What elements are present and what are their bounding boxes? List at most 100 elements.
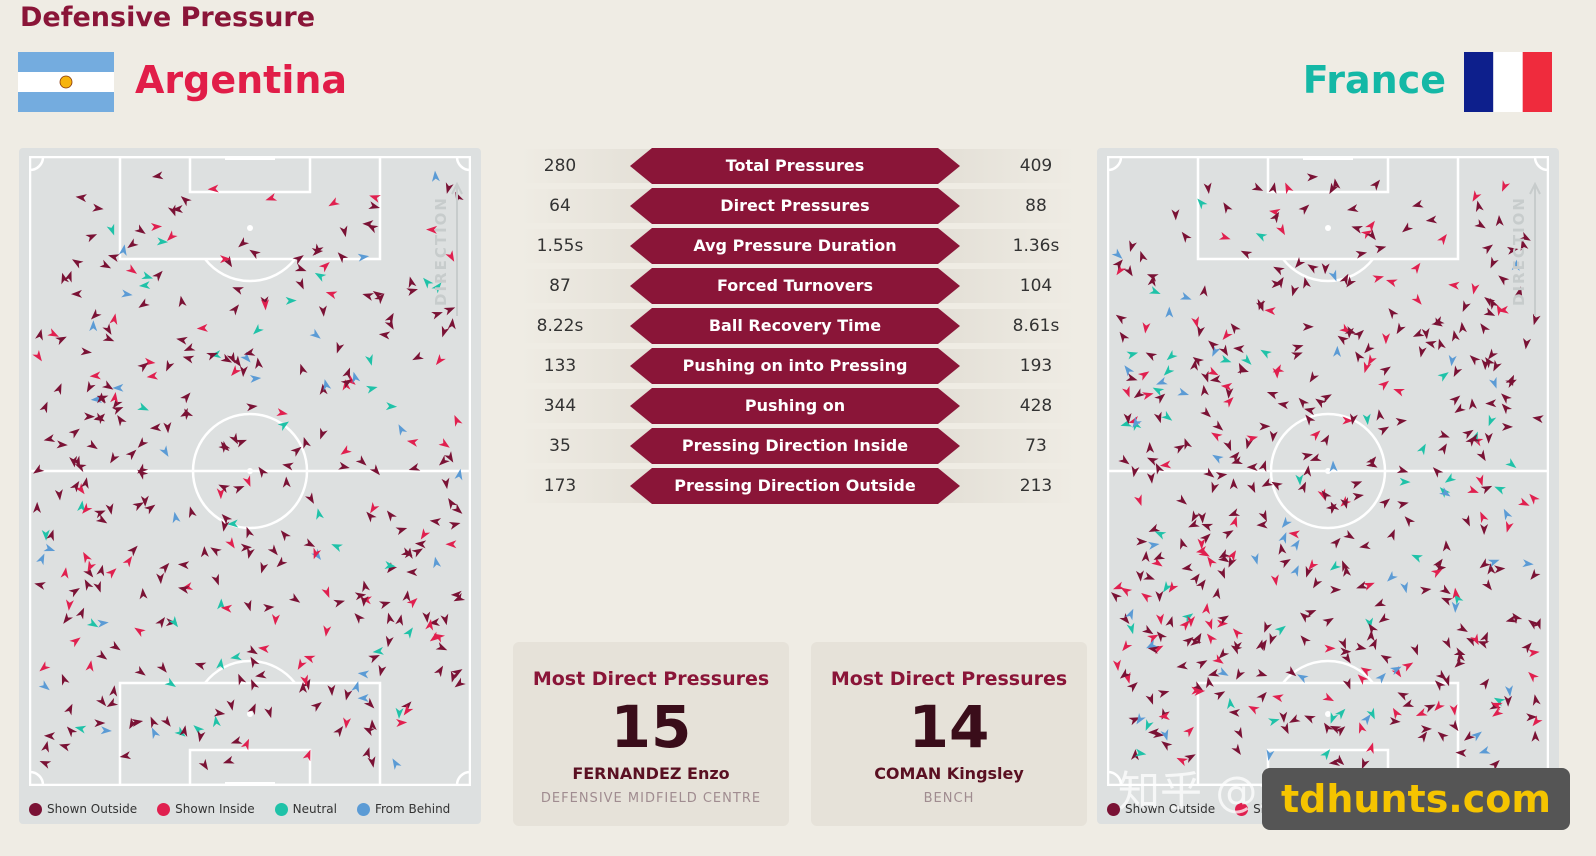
stat-value-france: 88 — [1025, 196, 1047, 216]
pressure-mark — [300, 674, 308, 687]
pressure-mark — [362, 747, 370, 759]
pressure-mark — [61, 673, 70, 686]
pressure-mark — [155, 616, 166, 629]
pressure-mark — [1439, 487, 1451, 497]
pressure-mark — [182, 355, 195, 364]
pressure-mark — [149, 423, 162, 432]
pressure-mark — [1323, 722, 1334, 734]
pressure-mark — [451, 503, 463, 514]
legend-item: Shown Inside — [157, 802, 255, 816]
pressure-mark — [1289, 714, 1301, 723]
pressure-mark — [1452, 587, 1461, 600]
pressure-mark — [320, 427, 328, 440]
pressure-mark — [213, 708, 226, 717]
pressure-mark — [1351, 226, 1364, 234]
pressure-mark — [1430, 569, 1443, 579]
pressure-mark — [64, 270, 72, 283]
pressure-mark — [41, 529, 50, 541]
pressure-mark — [1141, 550, 1150, 563]
pressure-mark — [1208, 340, 1219, 351]
pressure-mark — [445, 182, 454, 194]
pressure-mark — [1329, 725, 1342, 734]
pressure-mark — [1226, 550, 1237, 562]
pressure-mark — [220, 353, 233, 363]
pressure-mark — [1528, 619, 1540, 630]
legend-item: Neutral — [274, 802, 337, 816]
pressure-mark — [156, 572, 165, 585]
pressure-mark — [445, 250, 455, 262]
pressure-mark — [217, 598, 226, 610]
pressure-mark — [1376, 409, 1385, 421]
pressure-mark — [1122, 385, 1130, 398]
pressure-mark — [1432, 467, 1444, 478]
pressure-mark — [1147, 634, 1159, 644]
pressure-mark — [177, 561, 190, 570]
pressure-mark — [1480, 524, 1489, 535]
stat-row: 8.22s Ball Recovery Time 8.61s — [520, 308, 1076, 344]
pressure-mark — [132, 502, 144, 512]
pressure-mark — [101, 380, 114, 390]
pressure-mark — [1291, 284, 1300, 297]
pressure-mark — [1480, 485, 1493, 495]
argentina-flag — [18, 52, 114, 112]
pressure-mark — [1142, 624, 1154, 635]
pressure-mark — [1487, 563, 1496, 575]
pressure-mark — [166, 230, 178, 241]
pressure-mark — [47, 328, 59, 337]
pressure-mark — [368, 201, 380, 209]
pressure-mark — [1448, 719, 1459, 732]
pressure-mark — [1192, 356, 1204, 367]
pressure-mark — [288, 593, 301, 603]
pressure-mark — [1404, 516, 1416, 528]
pressure-mark — [406, 439, 419, 447]
pressure-mark — [125, 449, 137, 461]
pressure-mark — [303, 538, 316, 547]
pressure-mark — [1483, 307, 1496, 316]
pressure-mark — [1126, 351, 1139, 360]
stat-label: Ball Recovery Time — [630, 308, 960, 344]
pressure-mark — [318, 305, 327, 317]
pressure-mark — [1467, 485, 1479, 493]
pressure-mark — [1274, 277, 1284, 289]
pressure-mark — [357, 670, 370, 679]
pressure-mark — [160, 715, 171, 727]
pressure-mark — [95, 514, 108, 524]
pressure-mark — [1340, 497, 1349, 509]
pressure-mark — [1520, 239, 1529, 251]
pressure-mark — [1329, 182, 1339, 195]
pressure-mark — [1342, 677, 1351, 690]
pressure-mark — [363, 727, 376, 736]
pressure-mark — [229, 432, 239, 445]
pressure-mark — [1255, 668, 1268, 677]
pressure-mark — [1372, 275, 1384, 284]
pressure-mark — [1363, 361, 1372, 374]
pressure-mark — [176, 336, 188, 345]
pressure-mark — [1271, 481, 1283, 491]
pressure-mark — [1148, 286, 1161, 294]
pressure-mark — [1139, 250, 1148, 263]
pitch-panel-argentina: DIRECTION Shown Outside Shown Inside Neu… — [19, 148, 481, 824]
pressure-mark — [206, 352, 218, 361]
pressure-mark — [372, 290, 385, 301]
pressure-mark — [1477, 641, 1490, 649]
pressure-mark — [403, 627, 413, 639]
pressure-mark — [1160, 729, 1169, 741]
pressure-marks-argentina — [32, 170, 466, 771]
pressure-mark — [246, 526, 255, 539]
pressure-mark — [105, 503, 114, 515]
stat-value-argentina: 280 — [543, 156, 577, 176]
pressure-mark — [294, 263, 307, 272]
pressure-mark — [1377, 380, 1390, 391]
pressure-mark — [1328, 269, 1337, 282]
pressure-mark — [1220, 382, 1233, 391]
pressure-mark — [230, 652, 242, 661]
pressure-mark — [1278, 532, 1287, 544]
pressure-mark — [171, 205, 184, 214]
pressure-mark — [1256, 520, 1268, 529]
pressure-mark — [1291, 352, 1303, 361]
pressure-mark — [156, 237, 169, 246]
pressure-mark — [232, 486, 245, 494]
pressure-mark — [108, 254, 120, 262]
pressure-mark — [68, 428, 80, 439]
stat-label: Pushing on — [630, 388, 960, 424]
